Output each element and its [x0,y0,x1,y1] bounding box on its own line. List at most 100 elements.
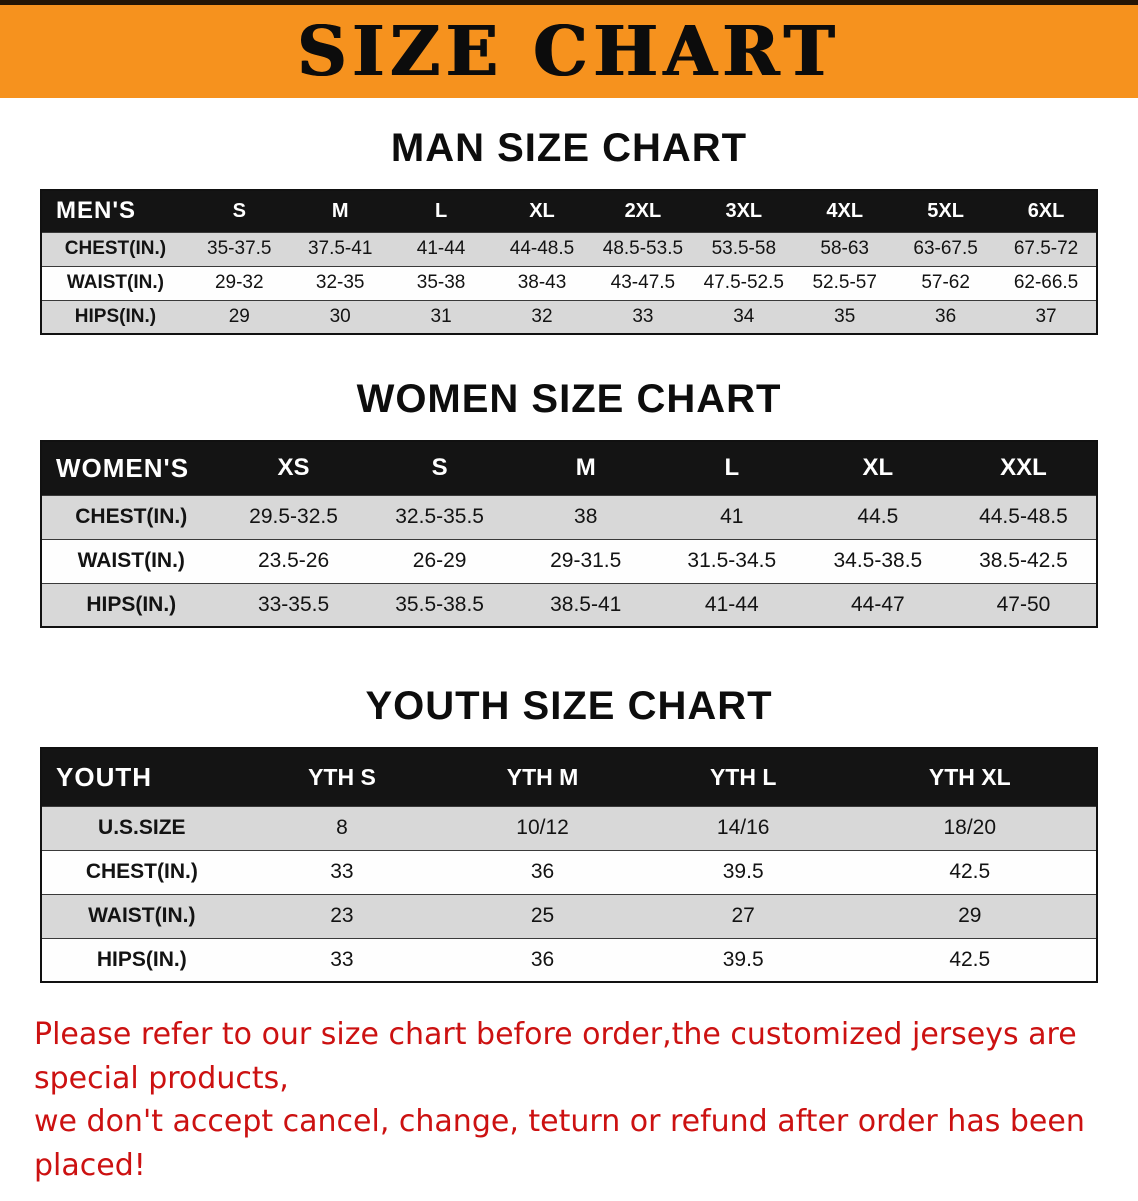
youth-size-section: YOUTH SIZE CHART YOUTH YTH S YTH M YTH L YTH… [0,684,1138,983]
table-cell: 33 [241,937,443,982]
table-cell: 23 [241,893,443,938]
table-cell: 33 [241,849,443,894]
table-row: WAIST(IN.) 23 25 27 29 [41,893,1097,938]
page-title: SIZE CHART [297,11,841,92]
row-label: CHEST(IN.) [41,231,189,266]
men-size-section: MAN SIZE CHART MEN'S S M L XL 2XL 3XL 4XL 5XL 6XL… [0,126,1138,335]
size-column-header: YTH M [442,748,643,806]
table-cell: 35-38 [390,265,492,300]
size-column-header: XXL [950,441,1097,495]
table-cell: 35-37.5 [188,231,290,266]
table-cell: 29 [843,893,1097,938]
table-cell: 29-31.5 [512,538,659,583]
table-row: HIPS(IN.) 33 36 39.5 42.5 [41,937,1097,982]
table-cell: 36 [442,937,643,982]
women-size-table: WOMEN'S XS S M L XL XXL CHEST(IN.) 29.5-32.5 32.5… [40,440,1098,628]
table-cell: 42.5 [843,849,1097,894]
table-cell: 33 [592,299,694,334]
youth-size-table: YOUTH YTH S YTH M YTH L YTH XL U.S.SIZE 8 10/12… [40,747,1098,983]
men-size-table: MEN'S S M L XL 2XL 3XL 4XL 5XL 6XL CHEST(IN.) 35-37… [40,189,1098,335]
table-cell: 44-48.5 [491,231,593,266]
size-chart-banner: SIZE CHART [0,0,1138,98]
table-corner-label: WOMEN'S [41,441,221,495]
table-corner-label: MEN'S [41,190,189,232]
table-row: WAIST(IN.) 23.5-26 26-29 29-31.5 31.5-34.5 34… [41,538,1097,583]
table-cell: 41-44 [658,582,805,627]
table-cell: 48.5-53.5 [592,231,694,266]
table-row: CHEST(IN.) 35-37.5 37.5-41 41-44 44-48.5 48.5… [41,231,1097,266]
table-cell: 25 [442,893,643,938]
row-label: U.S.SIZE [41,805,242,850]
table-cell: 67.5-72 [996,231,1097,266]
table-cell: 34 [693,299,795,334]
table-cell: 31.5-34.5 [658,538,805,583]
row-label: CHEST(IN.) [41,494,221,539]
size-column-header: 4XL [794,190,896,232]
table-cell: 10/12 [442,805,643,850]
table-cell: 33-35.5 [220,582,367,627]
size-column-header: XS [220,441,367,495]
table-cell: 29.5-32.5 [220,494,367,539]
women-section-heading: WOMEN SIZE CHART [356,377,782,421]
table-cell: 38.5-42.5 [950,538,1097,583]
size-column-header: 6XL [996,190,1097,232]
table-cell: 23.5-26 [220,538,367,583]
table-cell: 8 [241,805,443,850]
table-cell: 29-32 [188,265,290,300]
table-cell: 43-47.5 [592,265,694,300]
table-cell: 53.5-58 [693,231,795,266]
table-cell: 42.5 [843,937,1097,982]
table-header-row: YOUTH YTH S YTH M YTH L YTH XL [41,748,1097,806]
row-label: HIPS(IN.) [41,582,221,627]
table-row: HIPS(IN.) 33-35.5 35.5-38.5 38.5-41 41-44 44-… [41,582,1097,627]
table-cell: 39.5 [642,849,844,894]
table-cell: 36 [895,299,997,334]
row-label: HIPS(IN.) [41,937,242,982]
table-cell: 35.5-38.5 [366,582,513,627]
size-column-header: 5XL [895,190,997,232]
table-cell: 18/20 [843,805,1097,850]
size-column-header: S [188,190,290,232]
size-column-header: XL [491,190,593,232]
table-cell: 38.5-41 [512,582,659,627]
size-column-header: L [658,441,805,495]
table-cell: 44.5 [804,494,951,539]
table-cell: 58-63 [794,231,896,266]
table-cell: 57-62 [895,265,997,300]
table-row: WAIST(IN.) 29-32 32-35 35-38 38-43 43-47.5 47.… [41,265,1097,300]
table-cell: 32.5-35.5 [366,494,513,539]
table-cell: 34.5-38.5 [804,538,951,583]
size-column-header: S [366,441,513,495]
table-row: CHEST(IN.) 29.5-32.5 32.5-35.5 38 41 44.5 44.5… [41,494,1097,539]
size-column-header: 2XL [592,190,694,232]
table-cell: 37 [996,299,1097,334]
size-column-header: YTH L [642,748,844,806]
row-label: WAIST(IN.) [41,265,189,300]
table-cell: 14/16 [642,805,844,850]
size-column-header: YTH S [241,748,443,806]
table-cell: 63-67.5 [895,231,997,266]
table-cell: 41-44 [390,231,492,266]
size-column-header: XL [804,441,951,495]
table-cell: 26-29 [366,538,513,583]
notice-line-2: we don't accept cancel, change, teturn o… [34,1104,1085,1183]
row-label: WAIST(IN.) [41,893,242,938]
size-column-header: L [390,190,492,232]
size-column-header: YTH XL [843,748,1097,806]
size-column-header: 3XL [693,190,795,232]
row-label: CHEST(IN.) [41,849,242,894]
table-cell: 44-47 [804,582,951,627]
table-row: U.S.SIZE 8 10/12 14/16 18/20 [41,805,1097,850]
row-label: HIPS(IN.) [41,299,189,334]
youth-section-heading: YOUTH SIZE CHART [365,684,773,728]
size-column-header: M [289,190,391,232]
table-cell: 29 [188,299,290,334]
table-cell: 38-43 [491,265,593,300]
table-row: HIPS(IN.) 29 30 31 32 33 34 35 36 37 [41,299,1097,334]
table-cell: 47.5-52.5 [693,265,795,300]
table-cell: 32-35 [289,265,391,300]
table-cell: 41 [658,494,805,539]
table-cell: 35 [794,299,896,334]
table-cell: 38 [512,494,659,539]
